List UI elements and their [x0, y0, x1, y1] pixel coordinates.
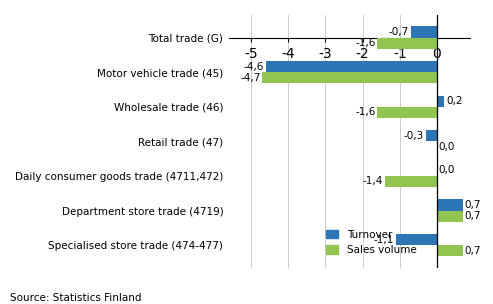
Text: -0,3: -0,3: [404, 131, 424, 141]
Bar: [266, 61, 437, 72]
Text: Source: Statistics Finland: Source: Statistics Finland: [10, 293, 141, 303]
Legend: Turnover, Sales volume: Turnover, Sales volume: [326, 230, 417, 255]
Text: 0,2: 0,2: [446, 96, 462, 106]
Bar: [426, 130, 437, 141]
Bar: [378, 38, 437, 49]
Bar: [437, 96, 444, 107]
Text: -4,6: -4,6: [244, 62, 264, 72]
Text: -1,4: -1,4: [363, 177, 383, 186]
Bar: [437, 199, 463, 211]
Bar: [378, 107, 437, 118]
Text: 0,0: 0,0: [439, 165, 455, 175]
Text: 0,7: 0,7: [465, 200, 481, 210]
Text: 0,0: 0,0: [439, 142, 455, 152]
Text: 0,7: 0,7: [465, 246, 481, 256]
Text: -4,7: -4,7: [240, 73, 260, 83]
Bar: [262, 72, 437, 83]
Bar: [411, 26, 437, 38]
Bar: [437, 245, 463, 256]
Text: -1,6: -1,6: [355, 38, 376, 48]
Text: -0,7: -0,7: [389, 27, 409, 37]
Bar: [385, 176, 437, 187]
Text: 0,7: 0,7: [465, 211, 481, 221]
Bar: [396, 234, 437, 245]
Text: -1,1: -1,1: [374, 235, 394, 245]
Text: -1,6: -1,6: [355, 107, 376, 117]
Bar: [437, 211, 463, 222]
X-axis label: Year-on-year change, %: Year-on-year change, %: [283, 66, 416, 76]
